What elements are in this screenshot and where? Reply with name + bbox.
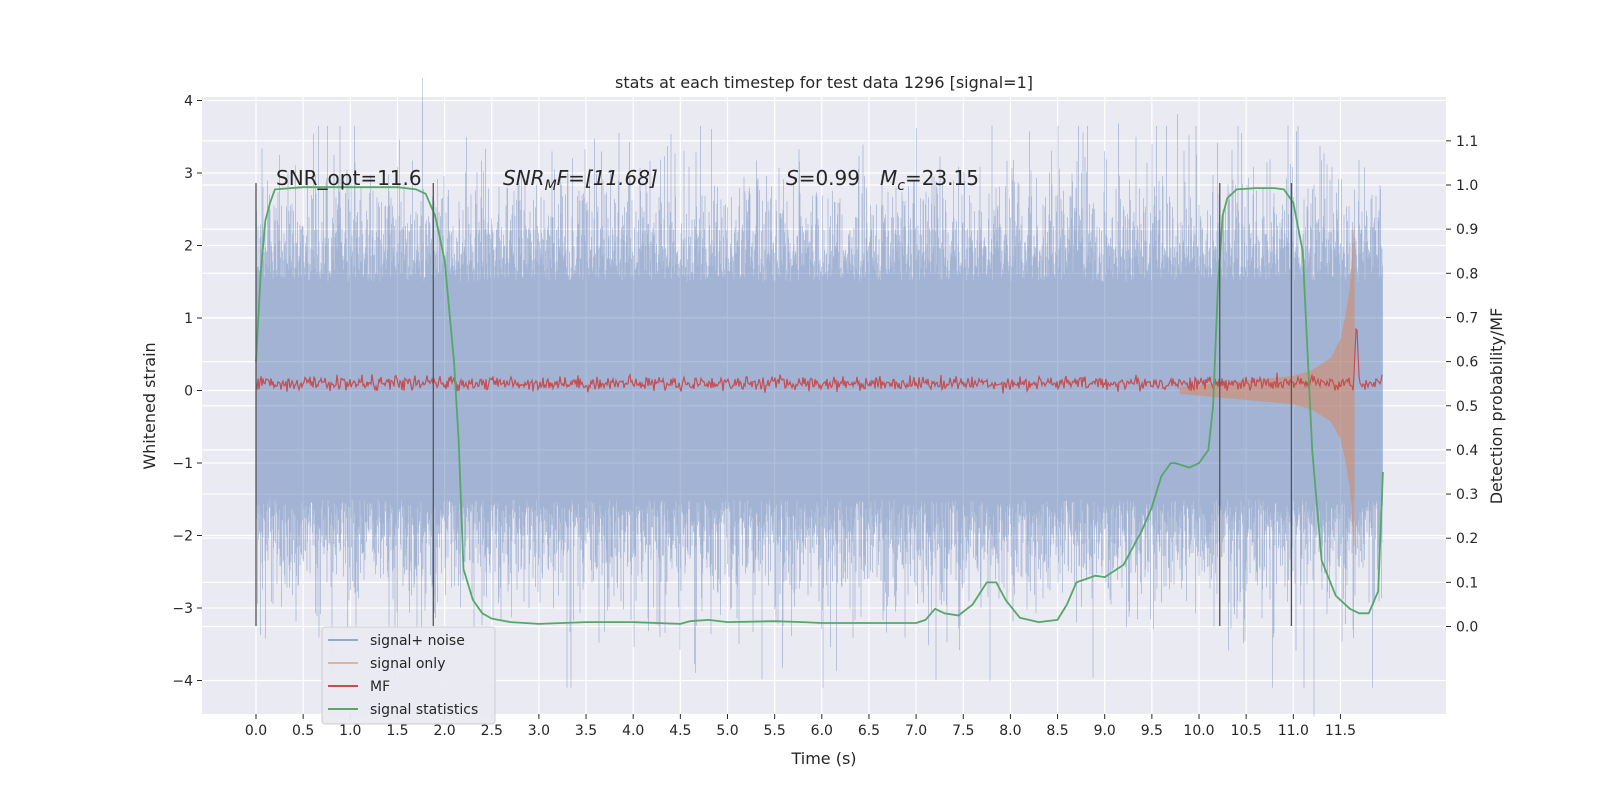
x-tick-label: 1.5: [386, 723, 408, 739]
mc-subscript: c: [897, 178, 905, 194]
y-tick-label: 2: [184, 239, 193, 255]
legend-label-signal-only: signal only: [370, 656, 445, 672]
y-axis-label: Whitened strain: [140, 342, 159, 469]
s-symbol: S: [786, 166, 799, 190]
y2-tick-label: 1.0: [1456, 178, 1478, 194]
x-tick-label: 8.0: [999, 723, 1021, 739]
annotation-snr-mf: SNRMF=[11.68]: [503, 166, 658, 194]
y2-axis-ticks: 1.1 1.0 0.9 0.8 0.7 0.6 0.5 0.4 0.3 0.2 0.1 0.0: [1446, 134, 1478, 636]
x-tick-label: 3.0: [528, 723, 550, 739]
y2-tick-label: 0.1: [1456, 575, 1478, 591]
y-tick-label: 1: [184, 311, 193, 327]
s-value: =0.99: [799, 166, 860, 190]
signal-statistics-trace: [255, 186, 1384, 625]
snr-mf-symbol: SNR: [503, 166, 545, 190]
x-axis-label: Time (s): [790, 749, 856, 768]
snr-mf-value: F=[11.68]: [557, 166, 658, 190]
vertical-markers: [255, 183, 1293, 626]
legend: signal+ noise signal only MF signal stat…: [321, 626, 496, 725]
x-tick-label: 4.5: [669, 723, 691, 739]
x-tick-label: 10.5: [1231, 723, 1262, 739]
x-tick-label: 4.0: [622, 723, 644, 739]
y-tick-label: −1: [172, 456, 193, 472]
y-tick-label: −3: [172, 601, 193, 617]
x-tick-label: 7.5: [952, 723, 974, 739]
y2-tick-label: 0.8: [1456, 266, 1478, 282]
x-tick-label: 8.5: [1046, 723, 1068, 739]
annotation-mc: Mc=23.15: [880, 166, 979, 194]
x-tick-label: 3.5: [575, 723, 597, 739]
x-tick-label: 6.0: [811, 723, 833, 739]
series-mf: [255, 327, 1383, 394]
x-tick-label: 9.0: [1094, 723, 1116, 739]
y2-tick-label: 0.2: [1456, 531, 1478, 547]
x-tick-label: 2.5: [481, 723, 503, 739]
y2-tick-label: 1.1: [1456, 134, 1478, 150]
grid-lines: [202, 97, 1446, 714]
y-axis-ticks: 4 3 2 1 0 −1 −2 −3 −4: [172, 94, 202, 690]
y2-tick-label: 0.6: [1456, 355, 1478, 371]
y2-tick-label: 0.3: [1456, 487, 1478, 503]
y-tick-label: −4: [172, 674, 193, 690]
x-tick-label: 11.5: [1325, 723, 1356, 739]
x-tick-label: 0.5: [292, 723, 314, 739]
x-tick-label: 11.0: [1278, 723, 1309, 739]
y2-tick-label: 0.0: [1456, 620, 1478, 636]
snr-mf-subscript: M: [545, 178, 557, 194]
x-tick-label: 9.5: [1141, 723, 1163, 739]
x-tick-label: 2.0: [433, 723, 455, 739]
x-tick-label: 6.5: [858, 723, 880, 739]
legend-label-signal-statistics: signal statistics: [370, 702, 478, 718]
legend-label-mf: MF: [370, 679, 390, 695]
legend-label-signal-noise: signal+ noise: [370, 633, 465, 649]
mc-symbol: M: [880, 166, 897, 190]
mc-value: =23.15: [905, 166, 979, 190]
series-signal-statistics: [255, 186, 1384, 625]
y2-tick-label: 0.7: [1456, 310, 1478, 326]
annotation-s: S=0.99: [786, 166, 860, 190]
y2-tick-label: 0.4: [1456, 443, 1478, 459]
x-axis-ticks: 0.0 0.5 1.0 1.5 2.0 2.5 3.0 3.5 4.0 4.5 5.0 5.5 6.0 6…: [245, 714, 1356, 739]
y-tick-label: 4: [184, 94, 193, 110]
y-tick-label: −2: [172, 529, 193, 545]
x-tick-label: 5.0: [716, 723, 738, 739]
chart-title: stats at each timestep for test data 129…: [615, 73, 1033, 92]
annotation-snr-opt: SNR_opt=11.6: [276, 166, 422, 190]
y-tick-label: 3: [184, 166, 193, 182]
y2-tick-label: 0.5: [1456, 399, 1478, 415]
x-tick-label: 7.0: [905, 723, 927, 739]
y-tick-label: 0: [184, 384, 193, 400]
x-tick-label: 0.0: [245, 723, 267, 739]
x-tick-label: 5.5: [764, 723, 786, 739]
y2-axis-label: Detection probability/MF: [1487, 308, 1506, 505]
x-tick-label: 10.0: [1183, 723, 1214, 739]
legend-box: [321, 626, 496, 725]
y2-tick-label: 0.9: [1456, 222, 1478, 238]
mf-trace: [255, 327, 1383, 394]
x-tick-label: 1.0: [339, 723, 361, 739]
